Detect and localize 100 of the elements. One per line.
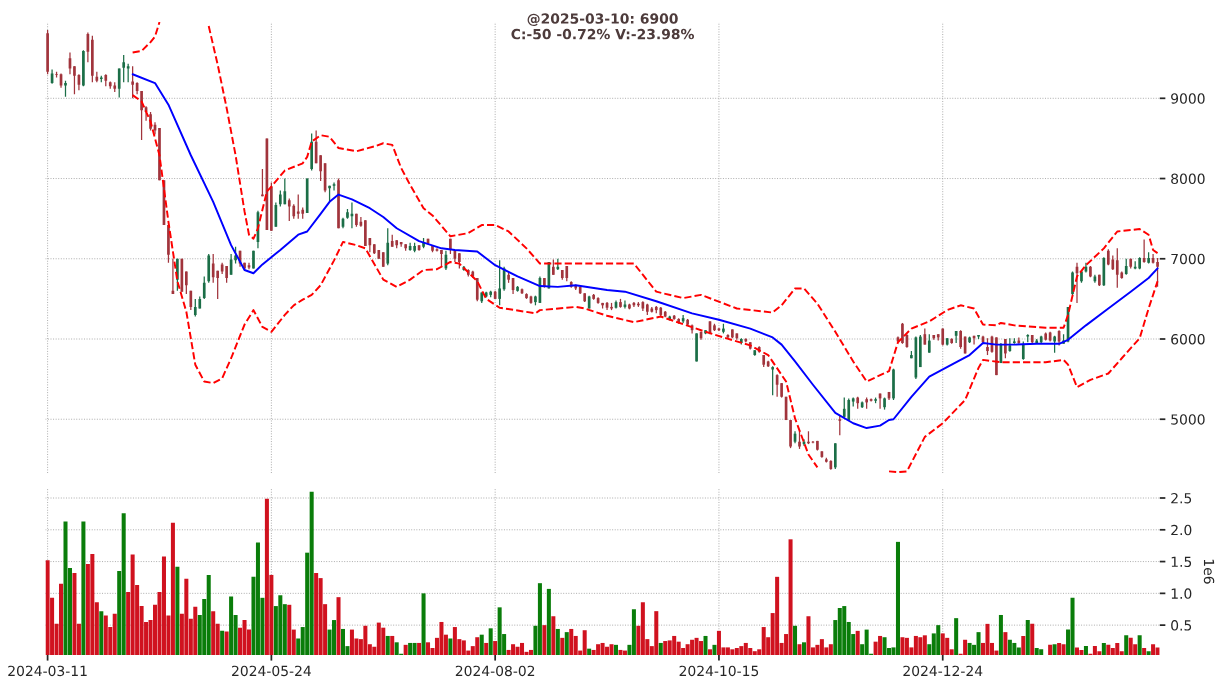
candlestick [619,298,622,309]
bar [878,635,883,656]
bar [497,607,502,656]
y-axis-title: 1e6 [1203,559,1215,584]
bar [394,642,399,656]
bar [618,649,623,656]
bar [408,642,413,656]
bar [184,578,189,656]
candlestick [126,63,130,83]
y-tick-label: 9000 [1171,93,1205,104]
y-tick-label: 1.5 [1171,556,1192,568]
bar [1025,620,1030,656]
bar [1003,632,1008,656]
bar [685,644,690,656]
candlestick [1071,270,1074,296]
y-tick-label: 7000 [1171,253,1205,265]
candlestick [927,333,931,354]
bar [1074,647,1080,656]
bar [819,639,824,656]
candlestick [296,193,300,220]
bar [340,628,346,656]
candlestick [449,238,452,255]
bar [45,560,50,656]
bar [1057,642,1062,656]
line-series [888,280,1159,473]
bar [837,607,842,656]
bar [555,628,560,656]
bar [161,556,166,656]
candlestick [507,271,510,284]
bar [528,649,533,656]
candlestick [798,429,801,450]
bar [363,625,368,656]
bar [842,606,847,656]
bar [1146,651,1151,656]
y-tick-label: 2.5 [1171,492,1192,504]
bar [658,642,663,656]
candlestick [435,247,439,253]
bar [211,611,216,656]
bar [99,611,104,656]
bar [309,491,314,656]
candlestick [55,71,58,79]
bar [739,646,744,656]
candlestick [498,259,501,306]
bar [417,642,422,656]
bar [806,616,811,656]
bar [904,637,909,656]
bar [801,642,806,656]
bar [788,539,793,656]
bar [439,621,444,656]
candlestick [386,227,390,266]
y-tick-label: 6000 [1171,333,1205,345]
bar [1012,642,1017,656]
bar [752,651,757,656]
bar [224,631,229,656]
candlestick [874,396,877,404]
chart-title: @2025-03-10: 6900 C:-50 -0.72% V:-23.98% [511,13,695,40]
candlestick [252,250,255,270]
bar [596,644,601,656]
candlestick [46,29,49,75]
candlestick [319,154,322,182]
candlestick [1115,247,1119,289]
bar [1106,644,1111,656]
candlestick [986,337,989,356]
bar [743,642,748,656]
candlestick [117,67,121,99]
bar [488,628,493,656]
bar [730,649,735,656]
bar [1048,644,1053,656]
bar [72,573,77,656]
candlestick [869,397,873,403]
bar [1083,646,1088,656]
bar [569,628,574,656]
bar [609,644,614,656]
candlestick [82,49,85,87]
bar [663,641,668,656]
candlestick [283,177,287,205]
bar [452,627,457,656]
bar [121,513,126,656]
bar [918,637,923,656]
x-tick-label: 2024-08-02 [455,665,535,677]
bar [667,640,672,656]
bar [448,638,453,656]
bar [913,635,918,656]
line-series [131,22,161,54]
bar [1151,644,1156,656]
candlestick [346,208,349,220]
bar [1070,597,1075,656]
candlestick [601,302,604,310]
candlestick [516,285,519,293]
bar [103,615,108,656]
bar [1061,644,1066,656]
bar [1007,639,1012,656]
bar [1124,635,1129,656]
candlestick [816,440,819,452]
candlestick [337,177,340,229]
candlestick [211,253,215,284]
bar [59,583,64,656]
candlestick [901,322,904,345]
x-tick-label: 2024-03-11 [8,665,87,677]
candlestick [968,335,971,344]
